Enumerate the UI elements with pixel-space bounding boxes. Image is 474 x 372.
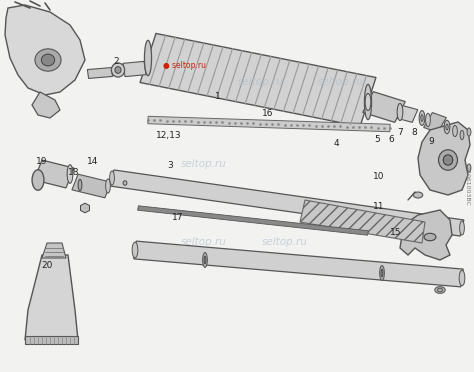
Ellipse shape <box>202 253 207 267</box>
Text: 9: 9 <box>428 137 434 146</box>
Text: 8: 8 <box>412 128 418 137</box>
Polygon shape <box>140 33 376 126</box>
Text: 20: 20 <box>42 262 53 270</box>
Ellipse shape <box>380 266 384 280</box>
Ellipse shape <box>419 110 425 125</box>
Ellipse shape <box>424 233 436 241</box>
Text: 7: 7 <box>398 128 403 137</box>
Polygon shape <box>148 116 390 132</box>
Polygon shape <box>5 5 85 95</box>
Text: 19: 19 <box>36 157 47 166</box>
Text: 11: 11 <box>374 202 385 211</box>
Polygon shape <box>418 122 470 195</box>
Polygon shape <box>123 61 146 77</box>
Ellipse shape <box>438 150 457 170</box>
Polygon shape <box>400 210 452 260</box>
Polygon shape <box>363 92 405 122</box>
Polygon shape <box>72 174 111 198</box>
Text: 10: 10 <box>374 172 385 181</box>
Text: 14: 14 <box>87 157 98 166</box>
Polygon shape <box>25 255 78 340</box>
Polygon shape <box>81 203 90 213</box>
Ellipse shape <box>41 54 55 66</box>
Ellipse shape <box>145 40 152 76</box>
Ellipse shape <box>444 120 450 134</box>
Ellipse shape <box>204 256 206 264</box>
Ellipse shape <box>35 49 61 71</box>
Text: seltop.ru: seltop.ru <box>238 77 283 87</box>
Ellipse shape <box>32 170 44 190</box>
Ellipse shape <box>446 124 448 130</box>
Ellipse shape <box>421 115 423 121</box>
Ellipse shape <box>397 103 403 121</box>
Ellipse shape <box>365 93 371 110</box>
Ellipse shape <box>453 125 457 137</box>
Ellipse shape <box>78 179 82 190</box>
Ellipse shape <box>459 270 465 286</box>
Text: 18: 18 <box>68 169 79 177</box>
Polygon shape <box>87 68 113 78</box>
Text: 5: 5 <box>374 135 380 144</box>
Ellipse shape <box>437 288 443 292</box>
Ellipse shape <box>413 192 423 198</box>
Text: 2: 2 <box>113 57 119 66</box>
Ellipse shape <box>132 242 138 258</box>
Polygon shape <box>397 106 418 122</box>
Polygon shape <box>134 241 463 287</box>
Ellipse shape <box>381 269 383 277</box>
Text: 1: 1 <box>215 92 221 101</box>
Ellipse shape <box>67 165 73 183</box>
Ellipse shape <box>467 128 471 136</box>
Text: seltop.ru: seltop.ru <box>181 159 227 169</box>
Ellipse shape <box>106 179 110 193</box>
Text: 24061003BC: 24061003BC <box>465 166 469 206</box>
Polygon shape <box>110 170 464 236</box>
Polygon shape <box>300 200 425 243</box>
Polygon shape <box>137 206 368 235</box>
Ellipse shape <box>426 113 430 127</box>
Text: seltop.ru: seltop.ru <box>319 77 364 87</box>
Text: ● seltop.ru: ● seltop.ru <box>164 61 206 70</box>
Ellipse shape <box>365 84 372 120</box>
Text: 16: 16 <box>262 109 273 118</box>
Ellipse shape <box>460 130 464 140</box>
Polygon shape <box>34 160 74 188</box>
Text: 6: 6 <box>388 135 394 144</box>
Text: 3: 3 <box>168 161 173 170</box>
Text: 4: 4 <box>334 139 339 148</box>
Ellipse shape <box>435 287 445 294</box>
Polygon shape <box>25 336 78 344</box>
Polygon shape <box>424 113 447 132</box>
Polygon shape <box>42 243 66 258</box>
Text: seltop.ru: seltop.ru <box>262 237 307 247</box>
Text: 15: 15 <box>390 228 401 237</box>
Text: 17: 17 <box>172 213 183 222</box>
Ellipse shape <box>115 67 121 73</box>
Polygon shape <box>32 92 60 118</box>
Text: seltop.ru: seltop.ru <box>181 237 227 247</box>
Ellipse shape <box>443 155 453 165</box>
Text: 12,13: 12,13 <box>155 131 181 140</box>
Ellipse shape <box>109 171 114 185</box>
Ellipse shape <box>111 63 125 77</box>
Ellipse shape <box>467 164 471 172</box>
Ellipse shape <box>460 221 465 235</box>
Ellipse shape <box>123 181 127 185</box>
